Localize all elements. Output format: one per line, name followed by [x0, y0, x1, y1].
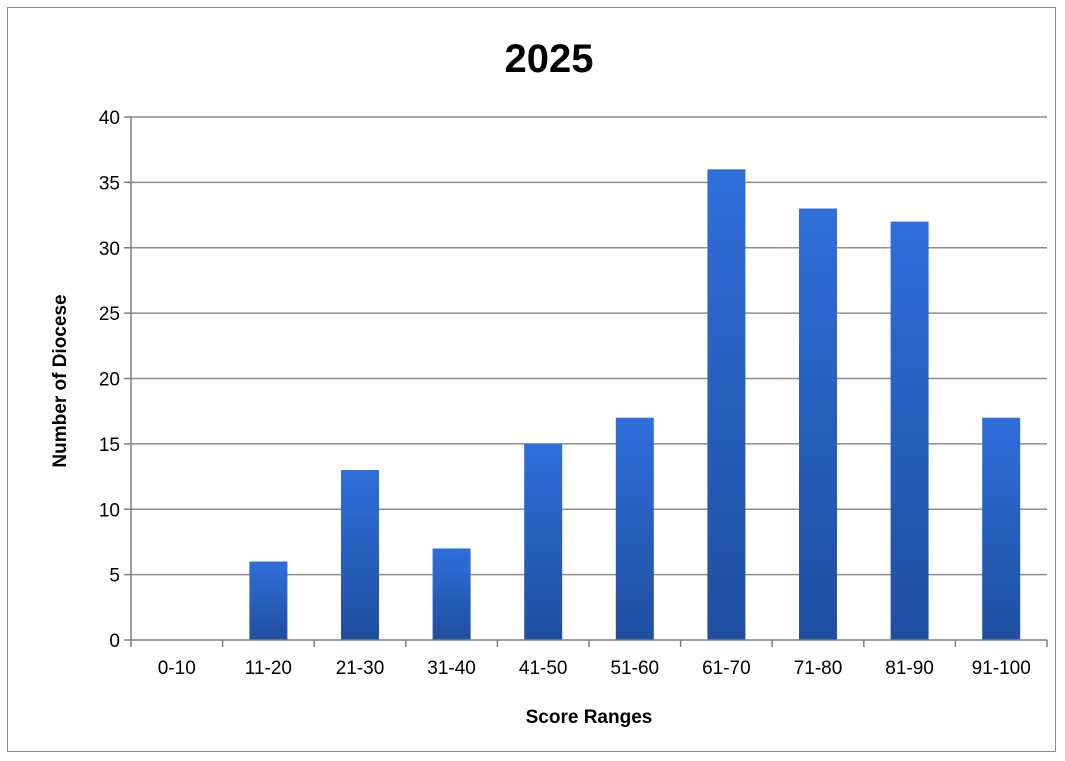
- bar-81-90: [890, 221, 929, 640]
- x-axis-label: Score Ranges: [526, 707, 653, 728]
- y-tick-labels: 0 5 10 15 20 25 30 35 40: [99, 108, 120, 652]
- x-tick-label: 81-90: [885, 658, 934, 679]
- x-tick-label: 91-100: [972, 658, 1031, 679]
- y-tick-label: 10: [99, 500, 120, 521]
- y-tick-label: 30: [99, 239, 120, 260]
- y-tick-label: 25: [99, 304, 120, 325]
- x-tick-label: 61-70: [702, 658, 751, 679]
- bars: [249, 169, 1021, 641]
- y-tick-label: 15: [99, 435, 120, 456]
- bar-21-30: [341, 470, 379, 640]
- bar-41-50: [524, 443, 563, 640]
- y-tick-label: 40: [99, 108, 120, 129]
- x-tick-label: 31-40: [427, 658, 476, 679]
- bar-71-80: [799, 208, 837, 640]
- bar-11-20: [249, 561, 288, 640]
- x-tick-label: 0-10: [158, 658, 196, 679]
- bar-51-60: [615, 417, 654, 640]
- y-tick-label: 20: [99, 370, 120, 391]
- y-tick-label: 5: [109, 566, 120, 587]
- y-tick-label: 35: [99, 173, 120, 194]
- x-tick-label: 11-20: [245, 658, 292, 679]
- bar-31-40: [432, 548, 471, 640]
- bar-91-100: [982, 417, 1021, 640]
- bar-61-70: [707, 169, 746, 641]
- axes: [124, 116, 1048, 647]
- y-axis-label: Number of Diocese: [50, 294, 71, 467]
- x-tick-label: 41-50: [519, 658, 568, 679]
- x-tick-label: 51-60: [610, 658, 659, 679]
- chart-title: 2025: [505, 37, 594, 81]
- x-tick-labels: 0-10 11-20 21-30 31-40 41-50 51-60 61-70 71-80 8…: [158, 658, 1031, 679]
- y-tick-label: 0: [109, 631, 120, 652]
- x-tick-label: 21-30: [336, 658, 385, 679]
- x-tick-label: 71-80: [794, 658, 843, 679]
